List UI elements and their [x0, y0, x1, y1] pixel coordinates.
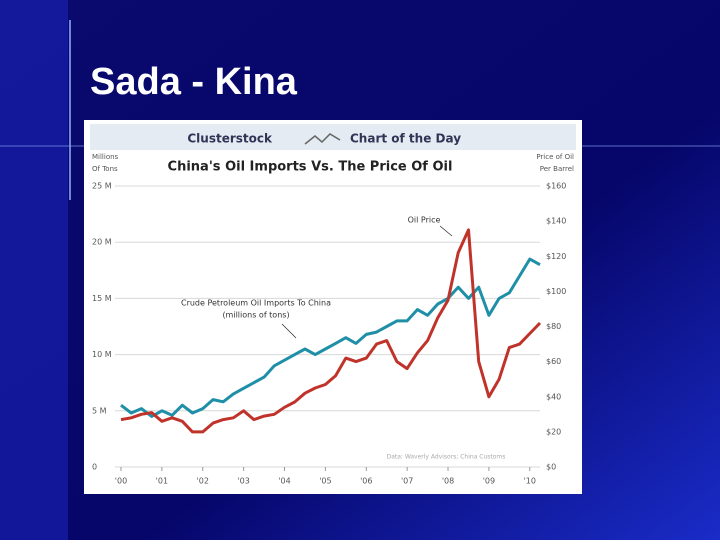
- series-line: [120, 257, 541, 418]
- y2-tick-label: $60: [546, 357, 561, 366]
- header-icon: [304, 133, 341, 145]
- annotation: Crude Petroleum Oil Imports To China: [181, 299, 331, 308]
- annotation: (millions of tons): [222, 311, 289, 320]
- y-tick-label: 5 M: [92, 406, 107, 415]
- annotation-pointer: [281, 323, 297, 339]
- y-axis-title: Of Tons: [92, 165, 118, 173]
- y-tick-label: 20 M: [92, 238, 112, 247]
- chart-title: China's Oil Imports Vs. The Price Of Oil: [168, 160, 453, 175]
- y2-tick-label: $40: [546, 392, 561, 401]
- x-tick-label: '03: [237, 477, 249, 486]
- y-tick-label: 0: [92, 463, 97, 472]
- y-tick-label: 25 M: [92, 182, 112, 191]
- x-tick-label: '01: [156, 477, 168, 486]
- chart: Clusterstock Chart of the Day China's Oi…: [84, 120, 582, 494]
- y-axis-title: Millions: [92, 153, 119, 161]
- x-tick-label: '10: [524, 477, 536, 486]
- y-tick-label: 10 M: [92, 350, 112, 359]
- x-tick-label: '04: [278, 477, 290, 486]
- x-tick-label: '09: [483, 477, 495, 486]
- annotation-pointer: [439, 225, 453, 237]
- y2-tick-label: $160: [546, 182, 566, 191]
- x-tick-label: '06: [360, 477, 372, 486]
- y2-tick-label: $100: [546, 287, 566, 296]
- y2-tick-label: $20: [546, 427, 561, 436]
- x-tick-label: '05: [319, 477, 331, 486]
- y2-tick-label: $0: [546, 463, 556, 472]
- annotation: Data: Waverly Advisors; China Customs: [387, 454, 506, 461]
- x-tick-label: '02: [197, 477, 209, 486]
- x-tick-label: '08: [442, 477, 454, 486]
- side-strip: [0, 0, 68, 540]
- chart-header: [90, 124, 576, 150]
- y2-tick-label: $140: [546, 217, 566, 226]
- y2-axis-title: Per Barrel: [540, 165, 574, 173]
- annotation: Oil Price: [408, 216, 441, 225]
- x-tick-label: '07: [401, 477, 413, 486]
- header-text: Clusterstock: [187, 132, 273, 146]
- x-tick-label: '00: [115, 477, 127, 486]
- y2-axis-title: Price of Oil: [536, 153, 574, 161]
- y2-tick-label: $80: [546, 322, 561, 331]
- chart-background: [84, 120, 582, 494]
- slide-title: Sada - Kina: [90, 61, 298, 103]
- y-tick-label: 15 M: [92, 294, 112, 303]
- header-text: Chart of the Day: [350, 132, 461, 146]
- y2-tick-label: $120: [546, 252, 566, 261]
- series-line: [120, 228, 542, 434]
